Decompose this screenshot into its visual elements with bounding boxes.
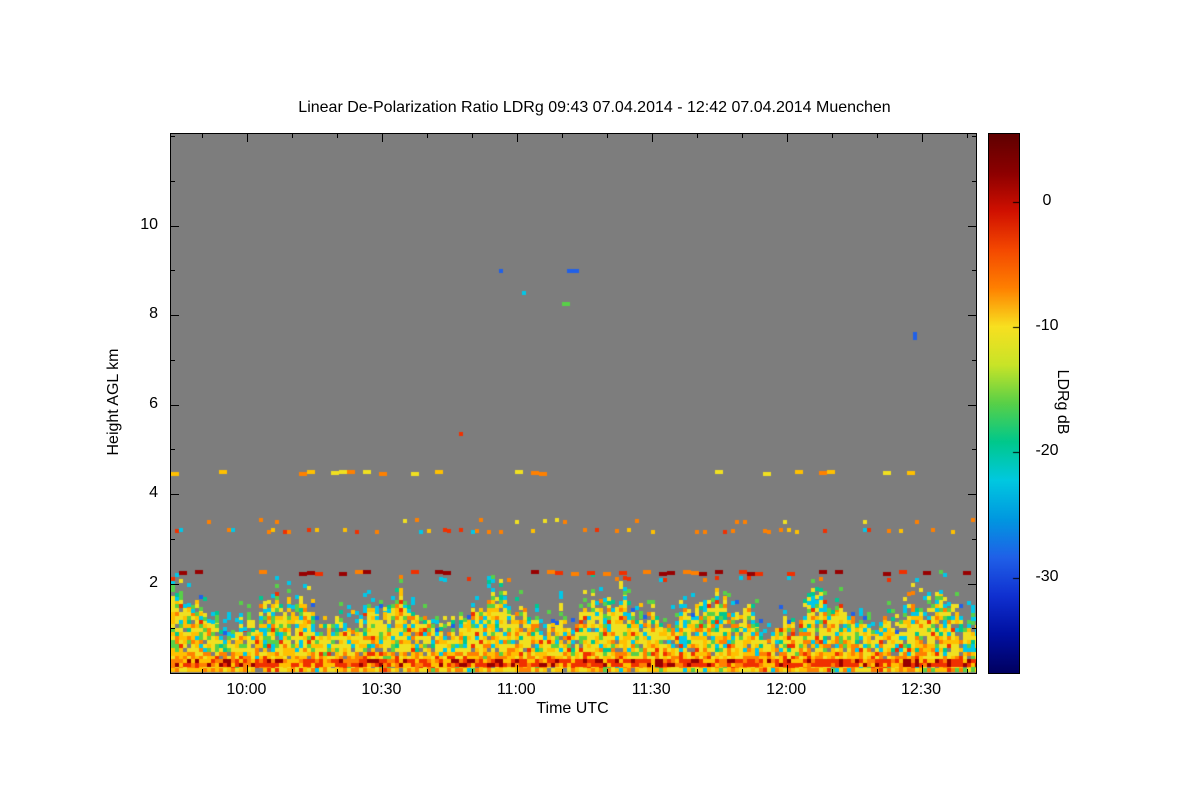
tick-mark bbox=[607, 669, 608, 673]
tick-mark bbox=[877, 669, 878, 673]
tick-mark bbox=[171, 584, 179, 585]
tick-mark bbox=[472, 669, 473, 673]
tick-mark bbox=[972, 136, 976, 137]
tick-mark bbox=[202, 669, 203, 673]
colorbar-label: LDRg dB bbox=[1054, 369, 1071, 435]
tick-mark bbox=[472, 134, 473, 138]
tick-mark bbox=[382, 134, 383, 142]
tick-mark bbox=[742, 134, 743, 138]
tick-mark bbox=[171, 405, 179, 406]
tick-mark bbox=[171, 270, 175, 271]
tick-mark bbox=[171, 539, 175, 540]
colorbar-tick-label: 0 bbox=[1042, 192, 1052, 209]
tick-mark bbox=[972, 181, 976, 182]
tick-mark bbox=[652, 134, 653, 138]
x-tick-label: 10:00 bbox=[226, 681, 267, 698]
tick-mark bbox=[562, 669, 563, 673]
colorbar-tick-label: -30 bbox=[1035, 568, 1059, 585]
tick-mark bbox=[562, 134, 563, 138]
y-tick-label: 2 bbox=[149, 573, 158, 591]
x-tick-label: 10:30 bbox=[361, 681, 402, 698]
tick-mark bbox=[972, 270, 976, 271]
tick-mark bbox=[382, 669, 383, 673]
colorbar-tick-label: -20 bbox=[1035, 442, 1059, 459]
tick-mark bbox=[171, 226, 179, 227]
tick-mark bbox=[247, 134, 248, 138]
chart-title: Linear De-Polarization Ratio LDRg 09:43 … bbox=[298, 99, 891, 116]
tick-mark bbox=[171, 628, 175, 629]
tick-mark bbox=[171, 405, 175, 406]
tick-mark bbox=[171, 315, 179, 316]
tick-mark bbox=[697, 669, 698, 673]
tick-mark bbox=[171, 360, 175, 361]
x-tick-label: 11:00 bbox=[496, 681, 536, 698]
tick-mark bbox=[171, 584, 175, 585]
tick-mark bbox=[171, 226, 175, 227]
tick-mark bbox=[427, 669, 428, 673]
tick-mark bbox=[972, 628, 976, 629]
tick-mark bbox=[171, 494, 179, 495]
tick-mark bbox=[787, 134, 788, 138]
tick-mark bbox=[832, 669, 833, 673]
tick-mark bbox=[337, 669, 338, 673]
tick-mark bbox=[742, 669, 743, 673]
tick-mark bbox=[607, 134, 608, 138]
colorbar-tick-label: -10 bbox=[1035, 317, 1059, 334]
tick-mark bbox=[652, 669, 653, 673]
tick-mark bbox=[877, 134, 878, 138]
tick-mark bbox=[517, 134, 518, 142]
tick-mark bbox=[972, 539, 976, 540]
colorbar bbox=[988, 133, 1020, 674]
tick-mark bbox=[967, 134, 968, 138]
tick-mark bbox=[697, 134, 698, 138]
colorbar-canvas bbox=[989, 134, 1019, 673]
tick-mark bbox=[247, 134, 248, 142]
plot-area bbox=[170, 133, 977, 674]
tick-mark bbox=[922, 669, 923, 673]
tick-mark bbox=[652, 134, 653, 142]
tick-mark bbox=[337, 134, 338, 138]
tick-mark bbox=[171, 449, 175, 450]
tick-mark bbox=[972, 360, 976, 361]
tick-mark bbox=[427, 134, 428, 138]
tick-mark bbox=[171, 181, 175, 182]
tick-mark bbox=[972, 449, 976, 450]
tick-mark bbox=[922, 134, 923, 138]
tick-mark bbox=[517, 134, 518, 138]
tick-mark bbox=[922, 134, 923, 142]
x-tick-label: 12:00 bbox=[766, 681, 807, 698]
x-tick-label: 11:30 bbox=[631, 681, 671, 698]
heatmap-canvas bbox=[171, 134, 976, 673]
x-axis-label: Time UTC bbox=[536, 700, 609, 717]
tick-mark bbox=[202, 134, 203, 138]
tick-mark bbox=[517, 669, 518, 673]
tick-mark bbox=[832, 134, 833, 138]
y-tick-label: 8 bbox=[149, 305, 158, 323]
tick-mark bbox=[382, 134, 383, 138]
tick-mark bbox=[787, 134, 788, 142]
y-tick-label: 4 bbox=[149, 484, 158, 502]
tick-mark bbox=[171, 136, 175, 137]
tick-mark bbox=[972, 226, 976, 227]
tick-mark bbox=[171, 315, 175, 316]
tick-mark bbox=[171, 494, 175, 495]
tick-mark bbox=[787, 669, 788, 673]
tick-mark bbox=[292, 134, 293, 138]
tick-mark bbox=[972, 315, 976, 316]
tick-mark bbox=[247, 669, 248, 673]
y-tick-label: 10 bbox=[140, 215, 158, 233]
tick-mark bbox=[967, 669, 968, 673]
x-tick-label: 12:30 bbox=[901, 681, 942, 698]
tick-mark bbox=[972, 584, 976, 585]
tick-mark bbox=[972, 494, 976, 495]
tick-mark bbox=[292, 669, 293, 673]
tick-mark bbox=[972, 405, 976, 406]
y-tick-label: 6 bbox=[149, 394, 158, 412]
